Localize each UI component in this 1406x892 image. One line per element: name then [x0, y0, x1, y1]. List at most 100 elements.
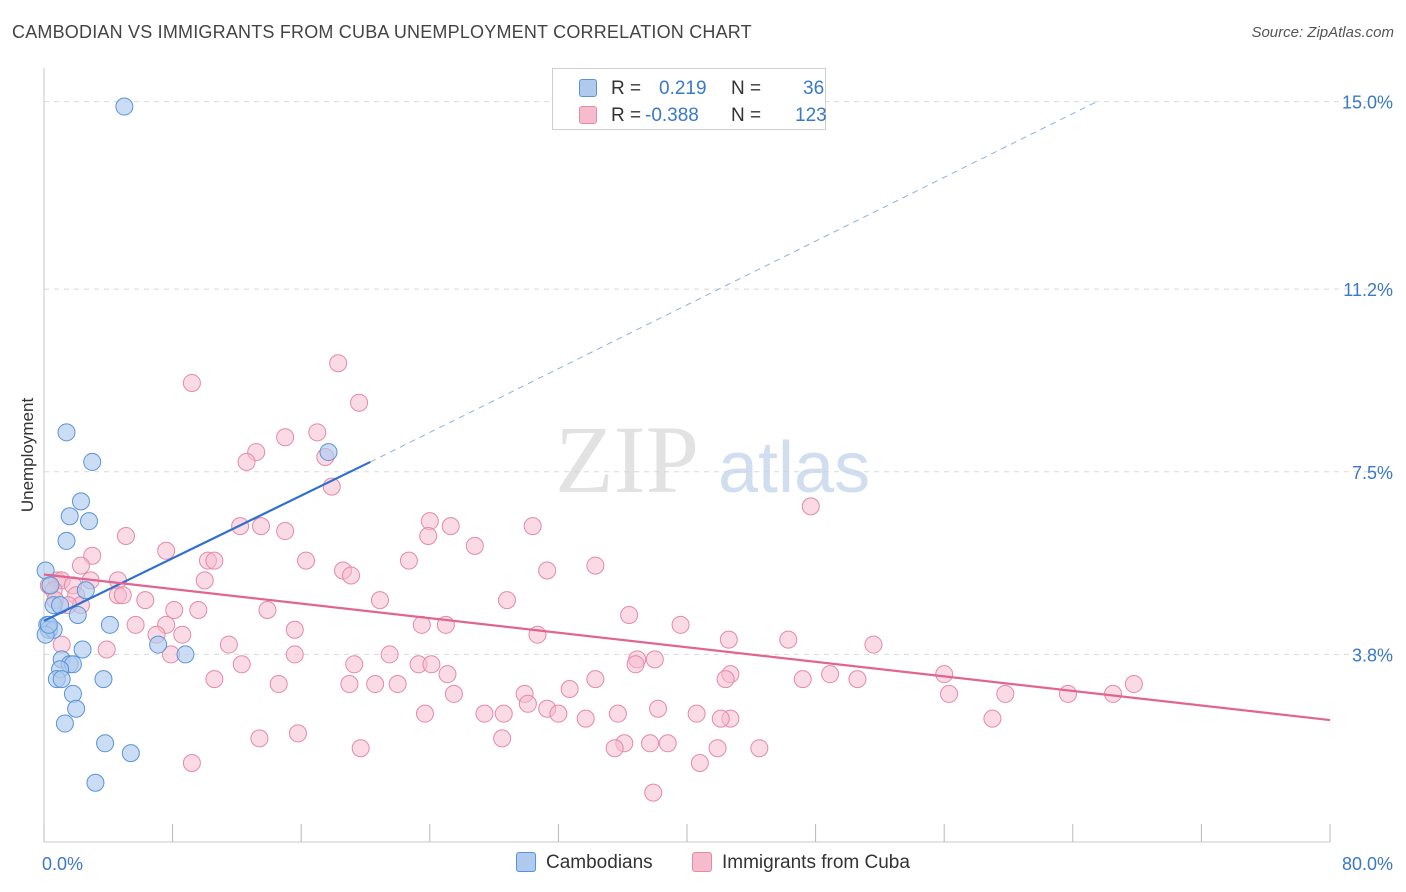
cambodian-point — [121, 744, 140, 763]
cuba-point — [779, 630, 798, 649]
cambodian-points — [36, 97, 338, 792]
cambodian-point — [57, 531, 76, 550]
cuba-point — [605, 739, 624, 758]
cuba-point — [1124, 675, 1143, 694]
watermark-zip: ZIP — [555, 406, 699, 513]
cuba-point — [608, 704, 627, 723]
cambodian-point — [67, 699, 86, 718]
cambodians-swatch — [579, 79, 597, 97]
n-label: N = — [731, 78, 762, 99]
cambodian-point — [76, 581, 95, 600]
r-label: R = — [611, 78, 642, 99]
cuba-point — [497, 591, 516, 610]
cuba-point — [136, 591, 155, 610]
n-value: 123 — [795, 105, 827, 126]
cuba-point — [750, 739, 769, 758]
cuba-point — [523, 517, 542, 536]
cuba-point — [342, 566, 361, 585]
cuba-point — [157, 541, 176, 560]
cuba-point — [258, 601, 277, 620]
cuba-point — [438, 665, 457, 684]
cambodians-legend-label: Cambodians — [546, 852, 653, 873]
cambodian-point — [55, 714, 74, 733]
cambodian-point — [71, 492, 90, 511]
y-tick-label: 3.8% — [1352, 645, 1393, 665]
cambodian-point — [96, 734, 115, 753]
y-tick-label: 15.0% — [1342, 93, 1393, 113]
cuba-point — [671, 615, 690, 634]
cuba-point — [205, 670, 224, 689]
n-value: 36 — [803, 78, 825, 99]
cuba-point — [711, 709, 730, 728]
watermark: ZIP atlas — [555, 406, 870, 513]
cuba-point — [351, 739, 370, 758]
r-value: -0.388 — [645, 105, 699, 126]
cuba-point — [252, 517, 271, 536]
cuba-point — [308, 423, 327, 442]
grid-lines — [44, 101, 1390, 655]
cuba-point — [641, 734, 660, 753]
cambodian-point — [319, 443, 338, 462]
cambodians-legend-swatch — [516, 852, 536, 872]
cuba-legend-label: Immigrants from Cuba — [722, 852, 910, 873]
cuba-point — [983, 709, 1002, 728]
cuba-point — [276, 428, 295, 447]
cambodian-point — [100, 615, 119, 634]
cambodian-point — [86, 773, 105, 792]
cuba-point — [173, 625, 192, 644]
cuba-point — [658, 734, 677, 753]
cuba-point — [415, 704, 434, 723]
cuba-point — [687, 704, 706, 723]
cuba-point — [250, 729, 269, 748]
cuba-point — [444, 684, 463, 703]
r-value: 0.219 — [659, 78, 707, 99]
cuba-point — [644, 783, 663, 802]
cambodian-point — [149, 635, 168, 654]
cuba-point — [620, 605, 639, 624]
cuba-point — [182, 754, 201, 773]
cuba-trend-line — [43, 573, 1331, 722]
trend-lines — [43, 101, 1331, 722]
cuba-point — [420, 512, 439, 531]
cuba-point — [189, 601, 208, 620]
x-tick-labels: 0.0% 80.0% — [42, 854, 1393, 874]
cuba-point — [340, 675, 359, 694]
cuba-point — [793, 670, 812, 689]
cambodian-point — [68, 605, 87, 624]
cambodian-point — [73, 640, 92, 659]
cuba-point — [801, 497, 820, 516]
y-axis-title: Unemployment — [18, 397, 37, 513]
cuba-point — [518, 694, 537, 713]
cuba-point — [276, 522, 295, 541]
cuba-point — [716, 670, 735, 689]
cuba-point — [345, 655, 364, 674]
legend-row-cuba: R = -0.388 N = 123 — [553, 101, 827, 127]
cuba-legend-swatch — [692, 852, 712, 872]
cuba-point — [494, 704, 513, 723]
y-tick-label: 11.2% — [1343, 280, 1393, 300]
cuba-point — [586, 670, 605, 689]
cuba-point — [475, 704, 494, 723]
cuba-swatch — [579, 106, 597, 124]
cuba-point — [549, 704, 568, 723]
cuba-point — [97, 640, 116, 659]
cambodian-point — [115, 97, 134, 116]
cuba-point — [649, 699, 668, 718]
cuba-point — [116, 526, 135, 545]
cuba-point — [297, 551, 316, 570]
axes — [43, 68, 1331, 843]
cuba-point — [848, 670, 867, 689]
correlation-legend: R = 0.219 N = 36 R = -0.388 N = 123 — [552, 68, 827, 130]
cuba-point — [586, 556, 605, 575]
cuba-point — [940, 684, 959, 703]
cuba-point — [441, 517, 460, 536]
cuba-point — [329, 354, 348, 373]
cuba-point — [195, 571, 214, 590]
cuba-point — [422, 655, 441, 674]
cuba-point — [285, 620, 304, 639]
cuba-point — [366, 675, 385, 694]
cuba-point — [219, 635, 238, 654]
cuba-point — [821, 665, 840, 684]
cuba-point — [71, 556, 90, 575]
